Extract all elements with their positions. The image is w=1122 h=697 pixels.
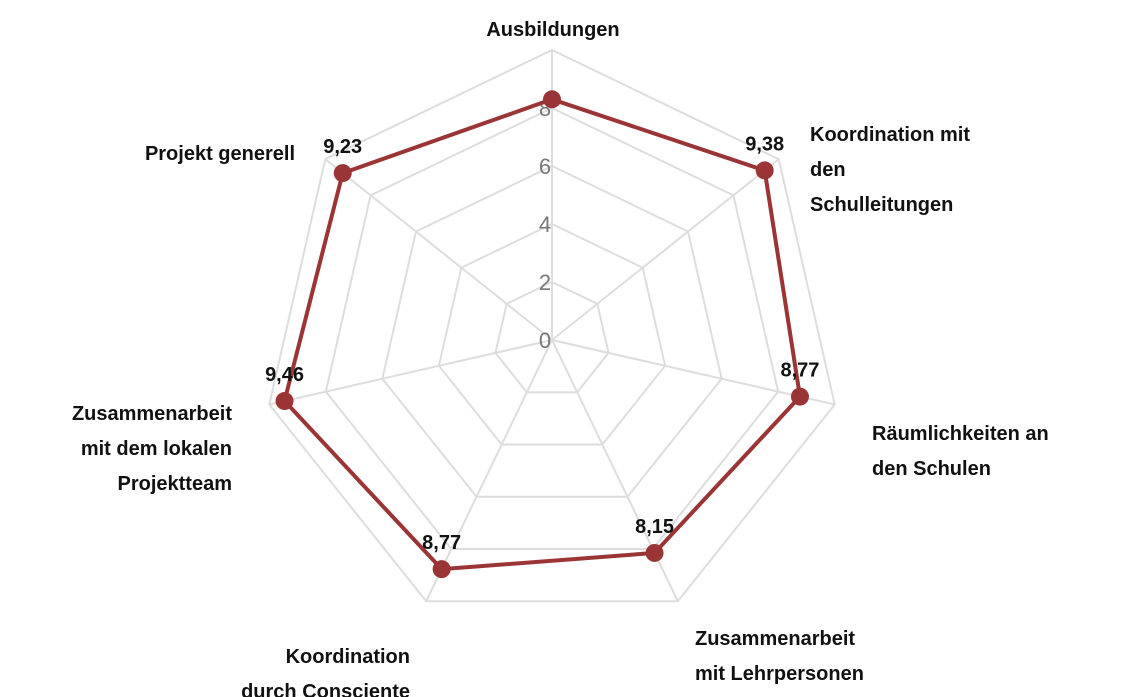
grid-ring	[381, 164, 723, 498]
spoke	[551, 339, 679, 602]
value-label: 8,77	[780, 360, 819, 382]
value-label: 9,23	[323, 136, 362, 158]
spoke	[425, 339, 553, 602]
category-label: Räumlichkeiten an den Schulen	[872, 423, 1049, 480]
grid-ring	[437, 222, 667, 446]
spoke	[551, 339, 835, 406]
category-label: Koordination durch Consciente	[241, 646, 410, 697]
value-label: 9,46	[265, 364, 304, 386]
spoke	[551, 158, 780, 341]
data-point	[432, 560, 451, 579]
data-point	[543, 90, 561, 109]
r-tick-label: 0	[539, 328, 551, 353]
data-point	[790, 387, 809, 406]
grid-ring	[494, 280, 610, 394]
spoke	[324, 158, 553, 341]
grid-frame	[268, 48, 836, 603]
data-point	[645, 543, 664, 562]
grid-ring	[324, 106, 780, 551]
r-tick-label: 2	[539, 270, 551, 295]
data-point	[333, 164, 352, 183]
data-point	[275, 392, 294, 411]
data-point	[755, 161, 774, 180]
value-label: 9,38	[745, 133, 784, 155]
category-label: Koordination mit den Schulleitungen	[810, 124, 970, 216]
category-label: Projekt generell	[145, 143, 295, 165]
category-label: Ausbildungen	[486, 19, 619, 41]
value-label: 8,77	[422, 532, 461, 554]
series-line	[282, 97, 802, 572]
category-label: Zusammenarbeit mit dem lokalen Projektteam	[72, 403, 232, 495]
r-tick-label: 4	[539, 212, 551, 237]
category-label: Zusammenarbeit mit Lehrpersonen	[695, 628, 864, 685]
spoke	[269, 339, 553, 406]
value-label: 8,15	[635, 516, 674, 538]
r-tick-label: 6	[539, 154, 551, 179]
